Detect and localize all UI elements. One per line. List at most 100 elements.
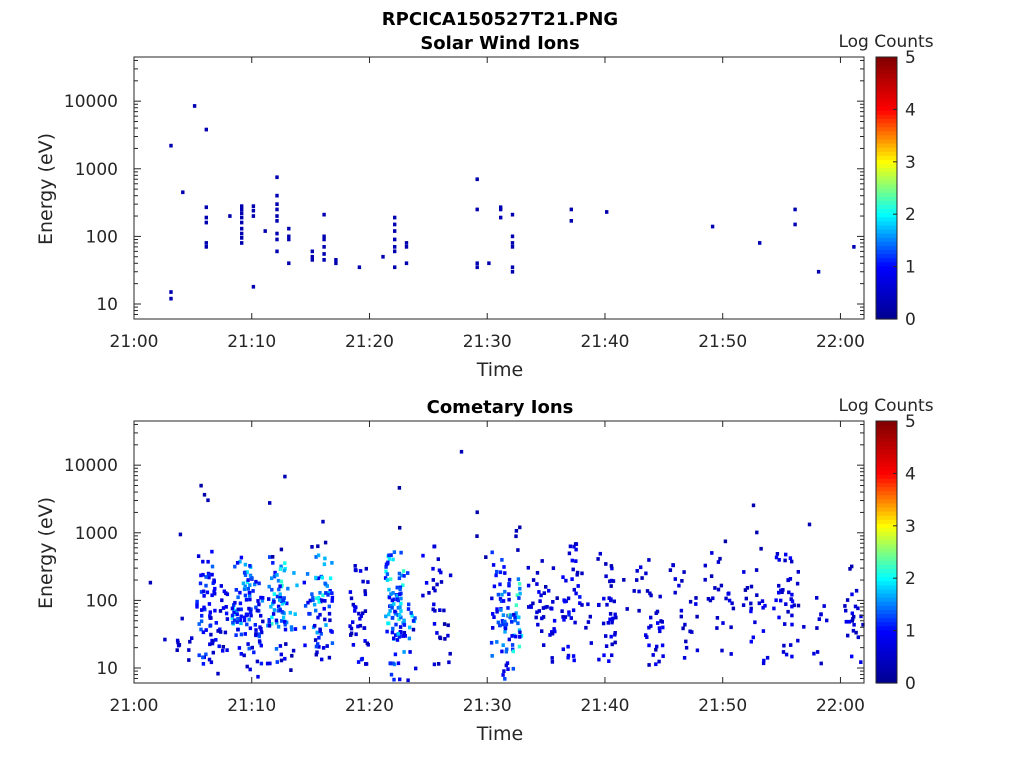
colorbar-swatch bbox=[876, 155, 897, 160]
heatmap-cell bbox=[240, 236, 244, 240]
heatmap-cell bbox=[314, 575, 318, 580]
heatmap-cell bbox=[604, 634, 608, 638]
heatmap-cell bbox=[312, 602, 317, 607]
heatmap-cell bbox=[239, 614, 243, 619]
colorbar-swatch bbox=[876, 97, 897, 103]
heatmap-cell bbox=[349, 626, 354, 631]
heatmap-cell bbox=[275, 193, 279, 198]
heatmap-cell bbox=[514, 534, 518, 539]
heatmap-cell bbox=[851, 617, 855, 621]
heatmap-cell bbox=[586, 602, 590, 607]
heatmap-cell bbox=[391, 557, 395, 562]
heatmap-cell bbox=[402, 650, 406, 654]
heatmap-cell bbox=[284, 642, 288, 646]
heatmap-cell bbox=[254, 579, 258, 584]
heatmap-cell bbox=[513, 618, 517, 623]
heatmap-cell bbox=[349, 633, 353, 637]
heatmap-cell bbox=[214, 638, 218, 642]
heatmap-cell bbox=[397, 571, 402, 576]
axes: 21:00 21:10 21:20 21:30 21:40 21:50 22:00 10 100… bbox=[64, 420, 865, 716]
heatmap-cell bbox=[790, 559, 794, 564]
heatmap-cell bbox=[363, 592, 368, 597]
colorbar-swatch bbox=[876, 609, 897, 614]
heatmap-cell bbox=[608, 579, 612, 584]
heatmap-cell bbox=[390, 605, 394, 610]
heatmap-cell bbox=[531, 601, 535, 606]
heatmap-cell bbox=[433, 588, 437, 593]
heatmap-cell bbox=[760, 599, 765, 603]
heatmap-cell bbox=[777, 590, 781, 595]
heatmap-cell bbox=[327, 604, 331, 609]
heatmap-cell bbox=[295, 583, 299, 588]
heatmap-cell bbox=[683, 622, 687, 627]
heatmap-cell bbox=[852, 614, 856, 619]
heatmap-cell bbox=[322, 258, 326, 262]
heatmap-cell bbox=[239, 652, 243, 656]
heatmap-cell bbox=[310, 545, 314, 549]
heatmap-cell bbox=[247, 606, 251, 611]
heatmap-cell bbox=[484, 555, 488, 559]
heatmap-cell bbox=[389, 672, 394, 677]
heatmap-cell bbox=[432, 622, 437, 626]
heatmap-cell bbox=[257, 639, 262, 643]
heatmap-cell bbox=[774, 598, 778, 603]
heatmap-cell bbox=[446, 623, 450, 628]
heatmap-cell bbox=[210, 572, 214, 577]
heatmap-cell bbox=[260, 630, 264, 635]
heatmap-cell bbox=[399, 596, 403, 601]
figure-title: RPCICA150527T21.PNG bbox=[382, 9, 618, 30]
heatmap-cell bbox=[561, 575, 565, 579]
heatmap-cell bbox=[269, 604, 273, 609]
colorbar-swatch bbox=[876, 65, 897, 70]
heatmap-cell bbox=[514, 611, 518, 615]
heatmap-cell bbox=[272, 592, 276, 596]
heatmap-cell bbox=[354, 605, 358, 610]
heatmap-cell bbox=[175, 648, 179, 652]
heatmap-cell bbox=[248, 597, 252, 602]
colorbar-tick-label: 0 bbox=[905, 310, 916, 330]
heatmap-cell bbox=[387, 612, 391, 617]
heatmap-cell bbox=[358, 569, 363, 573]
heatmap-cell bbox=[854, 630, 858, 635]
heatmap-cell bbox=[496, 620, 500, 625]
colorbar-swatch bbox=[876, 506, 897, 512]
y-tick-label: 10000 bbox=[64, 92, 118, 112]
heatmap-cell bbox=[311, 598, 315, 602]
heatmap-cell bbox=[279, 652, 283, 657]
heatmap-cell bbox=[498, 570, 503, 575]
heatmap-cell bbox=[494, 573, 498, 578]
heatmap-cell bbox=[807, 522, 812, 527]
heatmap-cell bbox=[790, 592, 794, 597]
heatmap-cell bbox=[510, 620, 514, 624]
axes-frame bbox=[133, 56, 865, 320]
heatmap-cell bbox=[240, 220, 244, 225]
heatmap-cell bbox=[421, 553, 425, 558]
heatmap-cell bbox=[245, 664, 249, 669]
heatmap-cell bbox=[328, 618, 332, 623]
heatmap-cell bbox=[243, 584, 247, 589]
heatmap-cell bbox=[362, 626, 366, 630]
heatmap-cell bbox=[576, 584, 580, 588]
heatmap-cell bbox=[395, 638, 400, 642]
heatmap-cell bbox=[322, 562, 327, 567]
colorbar-swatch bbox=[876, 228, 897, 234]
heatmap-cell bbox=[364, 662, 368, 666]
heatmap-cell bbox=[180, 616, 184, 621]
heatmap-cell bbox=[316, 576, 320, 581]
heatmap-cell bbox=[248, 583, 252, 587]
heatmap-cell bbox=[721, 621, 725, 625]
heatmap-cell bbox=[491, 612, 495, 616]
heatmap-cell bbox=[328, 576, 333, 581]
heatmap-cell bbox=[514, 529, 519, 533]
colorbar-swatch bbox=[876, 527, 897, 533]
heatmap-cell bbox=[507, 597, 511, 602]
heatmap-cell bbox=[402, 618, 406, 623]
heatmap-cell bbox=[204, 652, 208, 657]
heatmap-cell bbox=[228, 214, 232, 218]
colorbar-label: Log Counts bbox=[838, 32, 933, 52]
heatmap-cell bbox=[199, 573, 203, 578]
heatmap-cell bbox=[404, 241, 409, 245]
heatmap-cell bbox=[730, 601, 734, 606]
heatmap-cell bbox=[234, 588, 238, 592]
heatmap-cell bbox=[239, 607, 243, 612]
